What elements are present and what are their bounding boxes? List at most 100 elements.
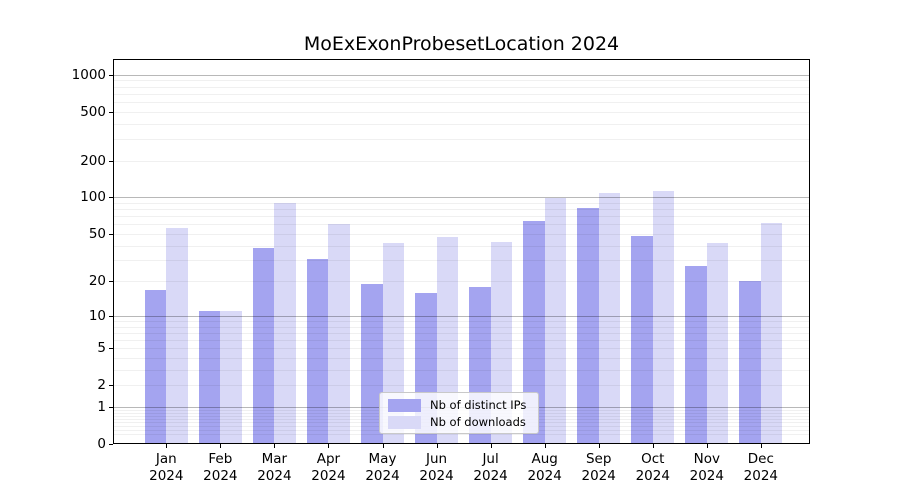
x-tick-label-line: Dec — [747, 451, 774, 467]
x-tick-label-line: 2024 — [311, 467, 346, 484]
gridline-minor-7 — [114, 332, 809, 334]
x-tick-label-may-2024: May 2024 — [351, 451, 415, 484]
bar--downloads-feb-2024 — [220, 311, 242, 443]
y-tick-label-1000: 1000 — [71, 66, 106, 83]
x-tick-mark-mar-2024 — [274, 444, 276, 448]
x-tick-mark-jan-2024 — [166, 444, 168, 448]
gridline-minor-400 — [114, 123, 809, 125]
x-tick-label-line: Oct — [641, 451, 665, 467]
y-tick-mark-500 — [109, 111, 113, 113]
x-tick-label-feb-2024: Feb 2024 — [188, 451, 252, 484]
gridline-minor-0.2 — [114, 434, 809, 436]
bar--downloads-dec-2024 — [760, 223, 783, 443]
x-tick-label-line: Sep — [585, 451, 612, 467]
x-tick-label-line: 2024 — [257, 467, 292, 484]
x-tick-mark-jul-2024 — [490, 444, 492, 448]
bar--downloads-oct-2024 — [652, 190, 675, 443]
bar--distinct-ips-sep-2024 — [577, 207, 599, 443]
x-tick-label-sep-2024: Sep 2024 — [567, 451, 631, 484]
gridline-minor-70 — [114, 216, 809, 218]
x-tick-label-line: 2024 — [419, 467, 454, 484]
gridline-minor-300 — [114, 138, 809, 140]
bar--downloads-nov-2024 — [706, 242, 729, 443]
gridline-major-100 — [114, 197, 809, 199]
gridline-minor-9 — [114, 320, 809, 322]
plot-area — [113, 59, 810, 444]
bar--downloads-jan-2024 — [166, 227, 188, 443]
x-tick-label-line: Nov — [693, 451, 720, 467]
y-tick-label-1: 1 — [97, 398, 106, 415]
bar--distinct-ips-jan-2024 — [144, 289, 167, 443]
x-tick-label-line: 2024 — [743, 467, 779, 484]
y-tick-mark-2 — [109, 385, 113, 387]
y-tick-mark-100 — [109, 197, 113, 199]
y-tick-label-5: 5 — [97, 340, 106, 357]
gridline-minor-80 — [114, 209, 809, 211]
x-tick-label-line: 2024 — [149, 467, 184, 484]
y-tick-mark-0 — [109, 444, 113, 445]
x-tick-label-line: Feb — [208, 451, 233, 467]
gridline-minor-6 — [114, 339, 809, 341]
x-tick-label-line: Aug — [531, 451, 558, 467]
gridline-minor-20 — [114, 281, 809, 283]
x-tick-label-mar-2024: Mar 2024 — [242, 451, 306, 484]
gridline-major-1000 — [114, 74, 809, 76]
bar--downloads-sep-2024 — [598, 192, 621, 443]
bar--distinct-ips-may-2024 — [361, 283, 383, 443]
gridline-minor-800 — [114, 86, 809, 88]
y-tick-mark-1000 — [109, 74, 113, 76]
y-tick-label-50: 50 — [88, 225, 106, 242]
x-tick-label-line: Jan — [155, 451, 177, 467]
x-tick-label-line: 2024 — [689, 467, 724, 484]
x-tick-mark-aug-2024 — [544, 444, 546, 448]
x-tick-label-jun-2024: Jun 2024 — [405, 451, 469, 484]
y-tick-label-200: 200 — [80, 152, 106, 169]
gridline-minor-50 — [114, 233, 809, 235]
bar--downloads-aug-2024 — [544, 198, 567, 443]
y-tick-label-10: 10 — [88, 307, 106, 324]
legend-item-downloads: Nb of downloads — [388, 414, 530, 431]
x-tick-label-oct-2024: Oct 2024 — [621, 451, 685, 484]
gridline-minor-40 — [114, 245, 809, 247]
gridline-minor-3 — [114, 369, 809, 371]
bar--distinct-ips-aug-2024 — [523, 220, 545, 443]
x-tick-mark-nov-2024 — [706, 444, 708, 448]
gridline-minor-5 — [114, 348, 809, 350]
y-tick-mark-5 — [109, 348, 113, 350]
x-tick-label-aug-2024: Aug 2024 — [513, 451, 577, 484]
legend-item-distinct-ips: Nb of distinct IPs — [388, 397, 530, 414]
x-tick-mark-jun-2024 — [436, 444, 438, 448]
legend-label-distinct-ips: Nb of distinct IPs — [430, 398, 527, 412]
legend-swatch-downloads — [388, 416, 421, 429]
y-tick-label-100: 100 — [80, 189, 106, 206]
y-tick-mark-200 — [109, 160, 113, 162]
y-tick-label-2: 2 — [97, 377, 106, 394]
bar--distinct-ips-oct-2024 — [631, 235, 653, 443]
legend-label-downloads: Nb of downloads — [430, 415, 526, 429]
x-tick-label-line: 2024 — [635, 467, 670, 484]
gridline-minor-90 — [114, 202, 809, 204]
x-tick-label-line: Apr — [316, 451, 341, 467]
bar--downloads-mar-2024 — [274, 202, 296, 443]
x-tick-mark-may-2024 — [382, 444, 384, 448]
gridline-minor-60 — [114, 224, 809, 226]
bar--distinct-ips-feb-2024 — [198, 311, 221, 443]
x-tick-label-line: 2024 — [203, 467, 238, 484]
gridline-minor-900 — [114, 80, 809, 82]
y-tick-mark-1 — [109, 406, 113, 408]
x-tick-label-jul-2024: Jul 2024 — [459, 451, 523, 484]
y-tick-mark-20 — [109, 281, 113, 283]
x-tick-label-line: May — [368, 451, 397, 467]
x-tick-mark-sep-2024 — [598, 444, 600, 448]
x-tick-label-line: 2024 — [473, 467, 508, 484]
x-tick-mark-apr-2024 — [328, 444, 330, 448]
legend: Nb of distinct IPs Nb of downloads — [379, 392, 539, 434]
gridline-major-10 — [114, 315, 809, 317]
x-tick-label-line: Mar — [261, 451, 288, 467]
gridline-minor-30 — [114, 260, 809, 262]
bar--distinct-ips-dec-2024 — [739, 281, 761, 443]
gridline-minor-8 — [114, 326, 809, 328]
y-tick-label-500: 500 — [80, 103, 106, 120]
x-tick-mark-oct-2024 — [652, 444, 654, 448]
